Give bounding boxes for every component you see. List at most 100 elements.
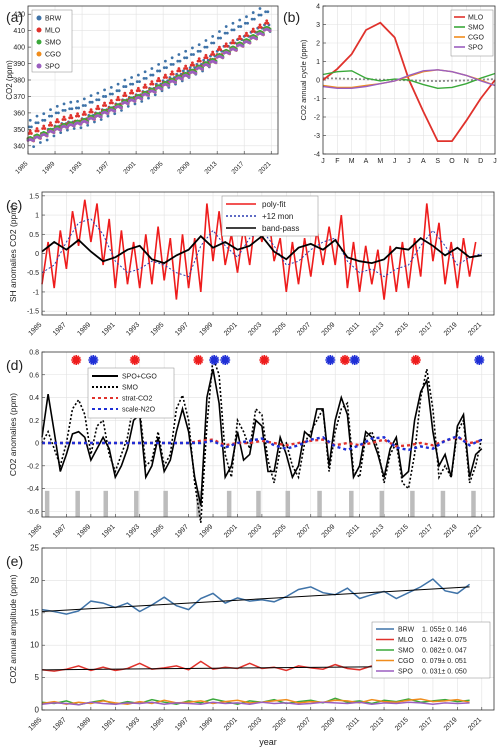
data-point-mlo [162,76,166,79]
blue-star-marker [349,355,360,365]
data-point-brw [162,66,166,70]
data-point-brw [182,69,185,73]
data-point-spo [153,90,157,94]
data-point-brw [238,18,242,22]
data-point-brw [192,53,195,56]
legend-entry: SPO [45,64,60,71]
data-point-mlo [171,72,175,76]
data-point-mlo [225,44,229,48]
y-tick-label: -1 [314,96,320,103]
data-point-brw [231,21,235,25]
x-tick-label: 2013 [370,716,386,732]
data-point-brw [143,70,147,74]
data-point-mlo [170,70,174,74]
data-point-brw [93,120,96,124]
data-point-brw [68,107,72,111]
data-point-brw [109,86,113,89]
legend-entry: band-pass [262,224,299,233]
data-point-mlo [63,118,67,121]
x-tick-label: O [449,158,455,165]
data-point-mlo [158,79,162,83]
data-point-mlo [197,57,201,61]
legend-marker [36,15,42,21]
data-point-mlo [29,132,33,135]
data-point-mlo [34,129,38,133]
data-point-mlo [84,113,87,116]
data-point-mlo [108,101,112,105]
data-point-spo [207,64,211,68]
legend-entry: strat-CO2 [122,396,152,403]
y-tick-label: -3 [314,133,320,140]
y-tick-label: 1 [35,213,39,220]
data-point-brw [69,100,73,104]
y-axis-label: SH anomalies CO2 (ppm) [8,205,18,302]
data-point-spo [248,41,252,45]
data-point-brw [129,82,132,86]
data-point-brw [216,36,220,40]
x-tick-label: A [421,158,426,165]
data-point-brw [88,100,92,104]
series-line-spo-cgo [41,368,483,506]
data-point-brw [55,104,59,108]
y-tick-label: 0 [35,251,39,258]
data-point-mlo [205,56,209,60]
data-point-brw [72,127,76,130]
data-point-brw [158,69,162,73]
data-point-mlo [96,104,100,108]
data-point-brw [90,100,94,104]
data-point-spo [160,87,164,91]
data-point-brw [50,114,54,118]
data-point-brw [178,59,182,63]
data-point-mlo [183,67,186,70]
data-point-spo [99,115,103,119]
data-point-brw [115,89,119,93]
legend-marker [36,63,42,69]
data-point-brw [27,125,31,129]
legend-entry: CGO [398,658,415,665]
y-tick-label: 0.8 [29,350,39,357]
data-point-brw [29,125,33,129]
x-tick-label: 1991 [101,523,117,539]
trend-line-brw [41,586,470,613]
y-tick-label: 350 [13,127,25,134]
y-tick-label: 25 [30,544,39,553]
series-line-smo [41,357,483,523]
data-point-brw [206,58,210,62]
y-tick-label: 370 [13,94,25,101]
data-point-brw [28,118,32,122]
plot-border [41,547,495,711]
red-star-marker [193,355,204,365]
data-point-mlo [150,80,154,84]
data-point-brw [251,11,255,14]
x-tick-label: 2015 [394,523,410,539]
data-point-brw [38,141,42,144]
data-point-brw [205,45,209,49]
data-point-spo [234,48,238,52]
gray-bar [226,490,232,517]
legend-entry: BRW [45,16,62,23]
data-point-spo [261,33,265,37]
data-point-brw [185,56,189,60]
data-point-brw [186,69,190,73]
data-point-mlo [258,23,262,27]
x-tick-label: 1985 [27,321,43,337]
x-tick-label: 1999 [198,321,214,337]
x-tick-label: 1993 [68,160,83,175]
data-point-brw [63,109,67,112]
data-point-mlo [47,123,51,127]
data-point-brw [36,121,40,125]
x-tick-label: 2017 [418,523,434,539]
legend-entry: SPO+CGO [122,374,157,381]
data-point-mlo [265,19,269,23]
data-point-spo [228,52,231,55]
data-point-mlo [198,59,202,63]
data-point-spo [86,121,90,124]
data-point-mlo [43,127,47,130]
data-point-mlo [69,113,73,117]
data-point-brw [89,94,93,98]
panel-label: (d) [6,357,23,373]
data-point-brw [79,126,83,130]
data-point-mlo [210,53,213,56]
plot-border [27,5,279,155]
data-point-mlo [245,31,248,35]
